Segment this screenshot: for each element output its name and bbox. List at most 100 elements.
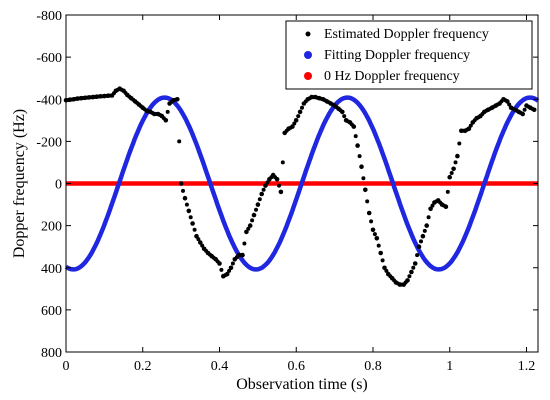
estimated-point [365, 199, 370, 204]
estimated-point [194, 233, 199, 239]
estimated-point [293, 118, 299, 123]
estimated-point [372, 232, 377, 237]
estimated-point [351, 124, 357, 129]
estimated-point [246, 226, 251, 231]
estimated-point [165, 109, 170, 114]
estimated-point [184, 202, 189, 207]
y-tick-label: 600 [41, 304, 62, 319]
x-tick-label: 0.8 [364, 359, 382, 374]
estimated-point [278, 189, 284, 195]
estimated-point [374, 236, 380, 241]
estimated-point [250, 218, 255, 223]
estimated-point [257, 197, 262, 202]
y-tick-label: 0 [55, 178, 62, 193]
estimated-point [178, 181, 184, 186]
y-axis-label: Dopper frequency (Hz) [11, 109, 28, 258]
estimated-point [409, 269, 414, 275]
estimated-point [359, 164, 364, 169]
estimated-point [177, 139, 182, 144]
x-tick-label: 1 [446, 359, 453, 374]
estimated-point [507, 102, 512, 107]
estimated-point [447, 174, 453, 180]
estimated-point [455, 153, 460, 159]
estimated-point [274, 177, 280, 182]
y-tick-label: 200 [41, 220, 62, 235]
estimated-point [445, 189, 450, 194]
estimated-point [382, 265, 387, 271]
estimated-point [186, 208, 192, 214]
y-tick-label: -600 [36, 51, 62, 66]
legend-marker-fitting [304, 51, 312, 59]
estimated-point [198, 240, 203, 245]
estimated-point [230, 261, 235, 266]
estimated-point [242, 241, 247, 246]
estimated-point [384, 268, 389, 273]
estimated-point [405, 278, 410, 283]
estimated-point [192, 227, 197, 232]
estimated-point [244, 229, 249, 235]
estimated-point [451, 166, 456, 172]
estimated-point [251, 212, 257, 218]
y-tick-label: -800 [36, 9, 62, 24]
estimated-point [426, 215, 431, 220]
estimated-point [419, 239, 423, 244]
estimated-point [468, 123, 473, 128]
estimated-point [240, 252, 245, 258]
y-tick-label: -400 [36, 93, 62, 108]
estimated-point [370, 227, 376, 233]
x-axis-label: Observation time (s) [236, 376, 368, 393]
estimated-point [363, 187, 368, 193]
estimated-point [181, 188, 185, 193]
estimated-point [342, 114, 347, 119]
estimated-point [449, 171, 454, 175]
estimated-point [422, 228, 427, 233]
estimated-point [412, 261, 418, 266]
estimated-point [453, 160, 458, 165]
y-tick-label: 400 [41, 262, 62, 277]
estimated-point [182, 195, 188, 201]
y-tick-label: 800 [41, 346, 62, 361]
x-tick-label: 0.2 [134, 359, 152, 374]
fit-curve-layer [64, 95, 540, 272]
axis-labels: Observation time (s) Dopper frequency (H… [11, 109, 368, 393]
estimated-point [520, 111, 525, 117]
y-tick-label: -200 [36, 135, 62, 150]
estimated-point [366, 210, 372, 216]
axis-ticks: 0 0.2 0.4 0.6 0.8 1 1.2 -800 -600 -400 -200 0 200 400… [36, 9, 538, 374]
legend-label-estimated: Estimated Doppler frequency [324, 27, 489, 42]
estimated-point [531, 107, 537, 113]
legend-label-zero: 0 Hz Doppler frequency [324, 69, 460, 84]
estimated-point [280, 160, 285, 165]
legend-label-fitting: Fitting Doppler frequency [324, 48, 470, 63]
estimated-point [466, 126, 472, 131]
estimated-point [297, 109, 303, 115]
estimated-point [217, 261, 222, 266]
x-tick-label: 0 [63, 359, 70, 374]
estimated-point [228, 265, 234, 271]
estimated-point [420, 233, 426, 239]
estimated-point [505, 99, 510, 104]
estimated-point [415, 253, 420, 258]
estimated-point [380, 258, 385, 263]
estimated-point [340, 109, 345, 115]
estimated-point [290, 124, 295, 129]
estimated-point [300, 105, 304, 110]
estimated-point [376, 243, 381, 248]
legend-marker-estimated [305, 31, 311, 37]
estimated-point [369, 219, 374, 224]
estimated-point [196, 237, 201, 242]
legend-box [285, 20, 533, 90]
estimated-point [522, 107, 527, 112]
estimated-point [261, 187, 266, 192]
estimated-point [263, 183, 268, 188]
estimated-point [407, 274, 412, 279]
estimated-point [428, 206, 433, 212]
estimated-point [224, 271, 230, 277]
legend-marker-zero [304, 72, 312, 80]
legend: Estimated Doppler frequency Fitting Dopp… [285, 20, 533, 90]
estimated-point [457, 141, 462, 146]
estimated-points-layer [63, 86, 537, 287]
estimated-point [416, 244, 422, 249]
estimated-point [255, 202, 261, 207]
